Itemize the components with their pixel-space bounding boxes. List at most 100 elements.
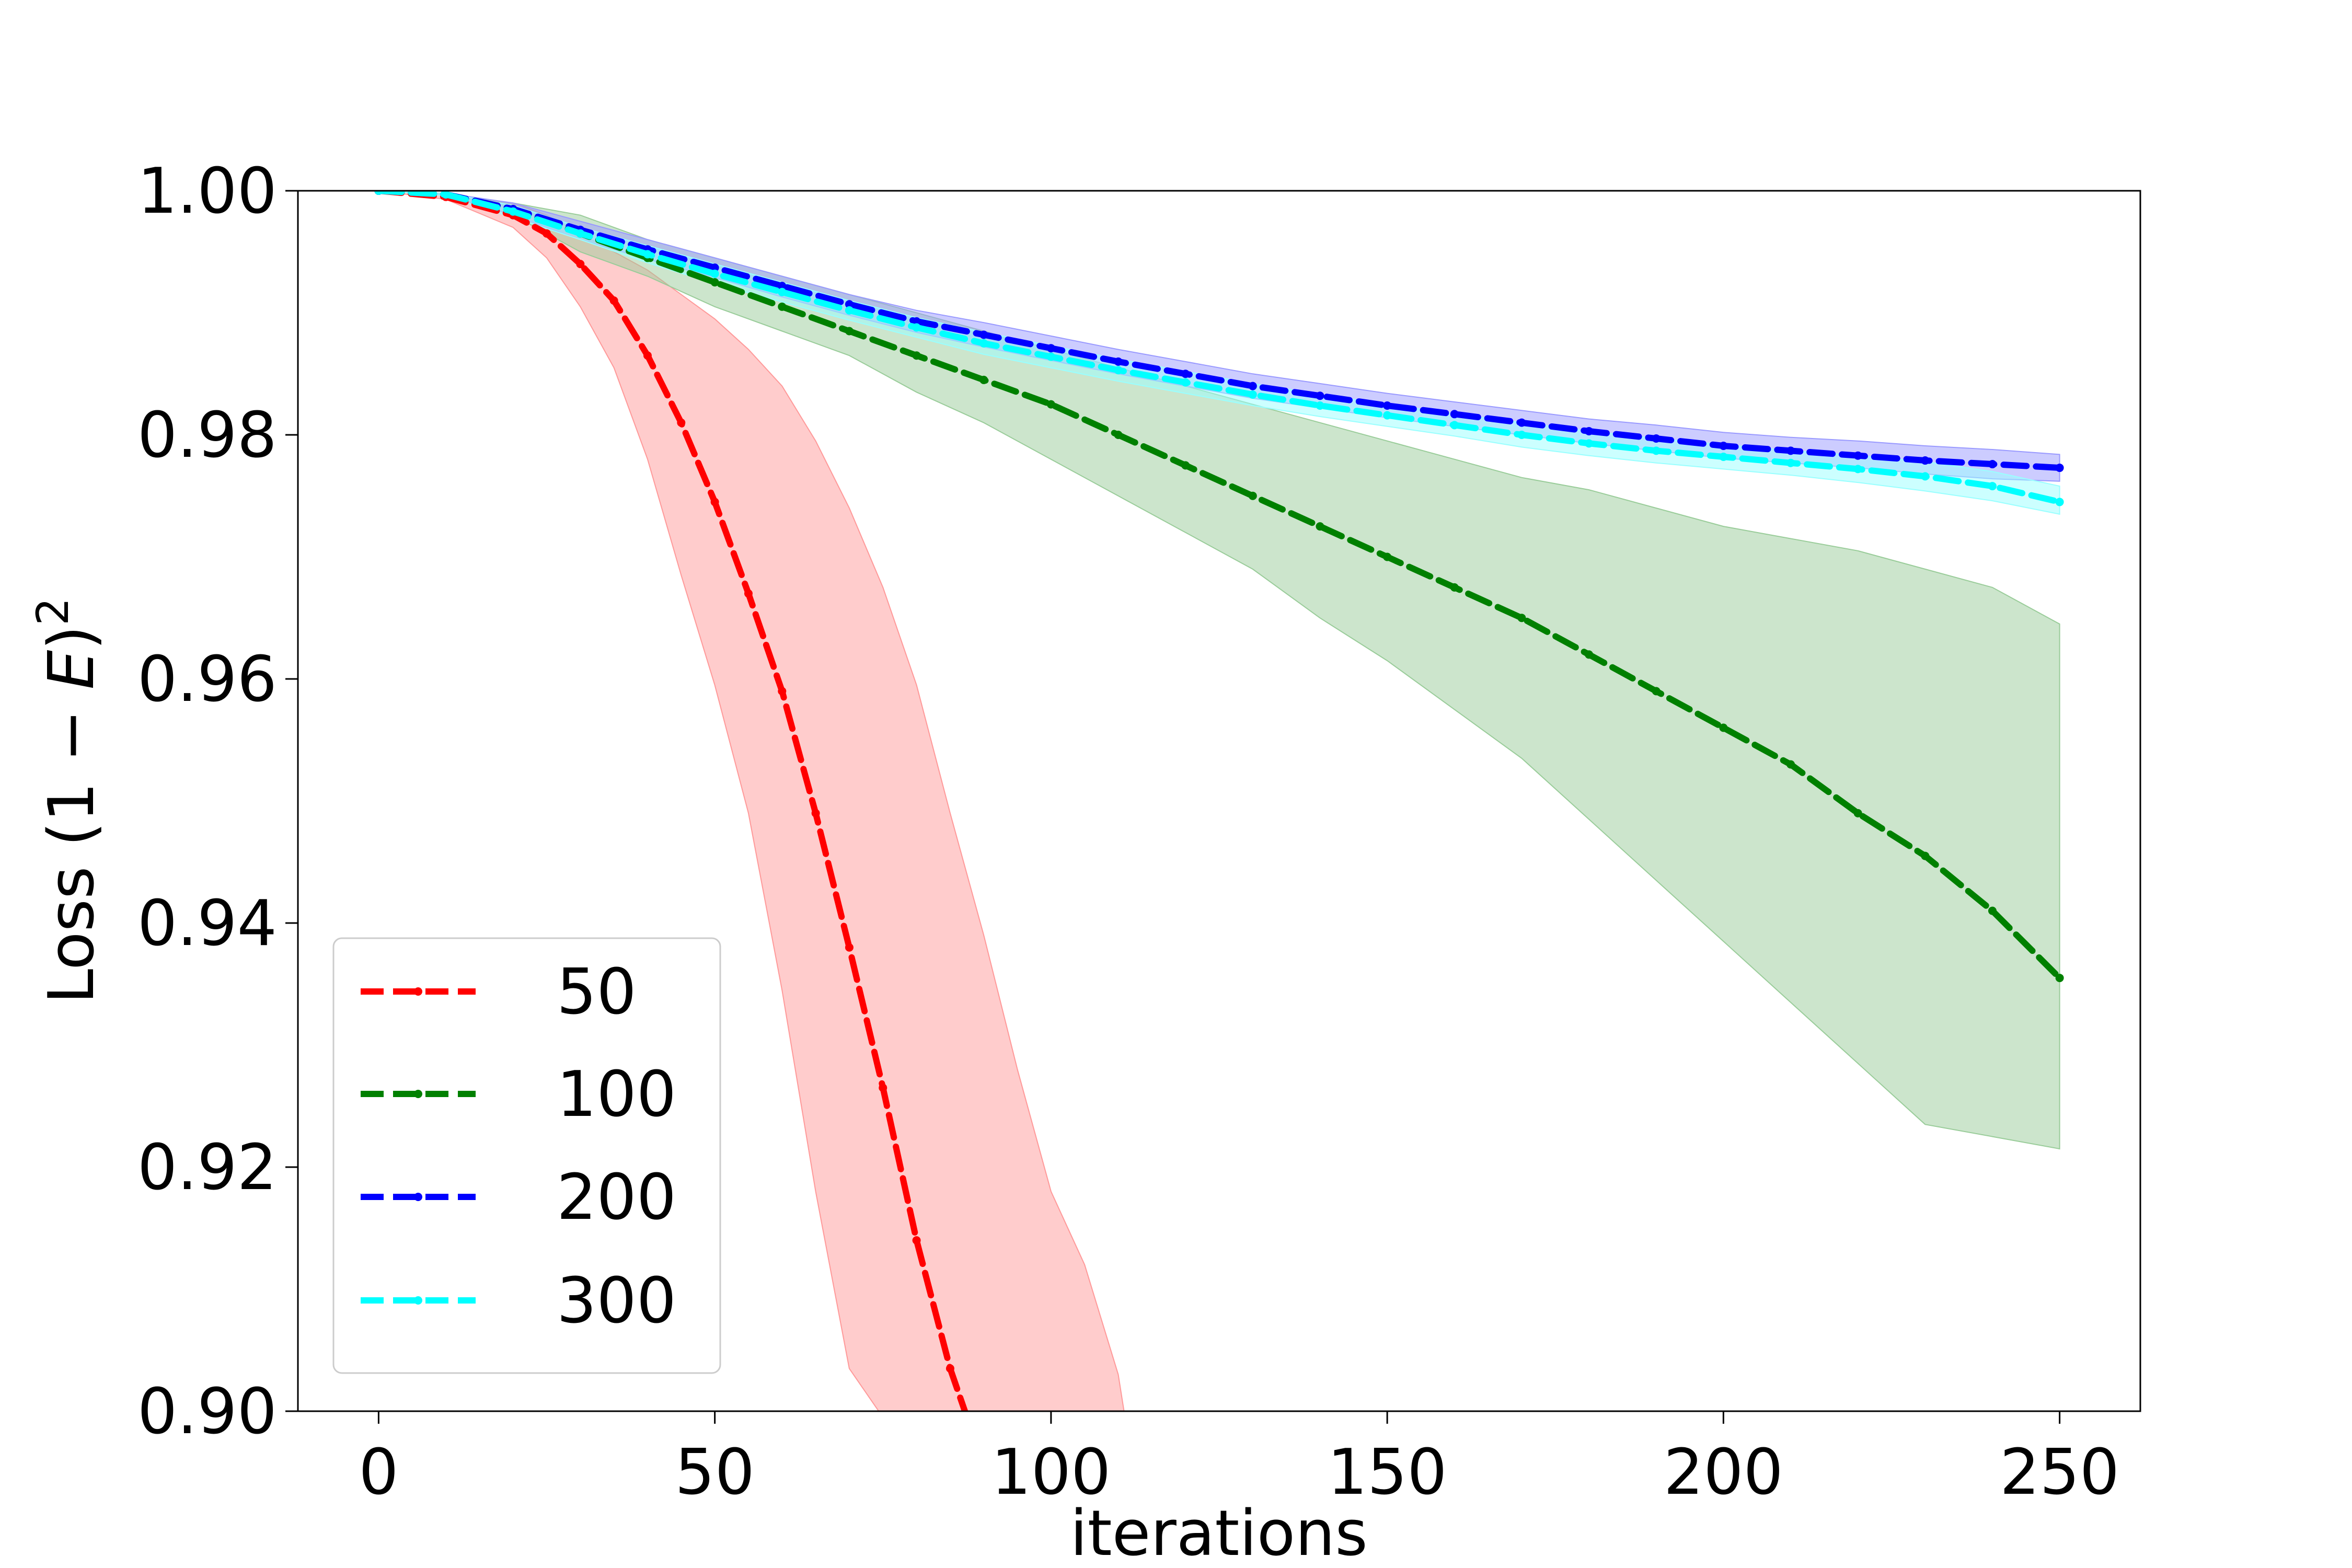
data-point [1114,366,1123,375]
data-point [1652,446,1661,455]
data-point [778,687,787,696]
data-point [1652,687,1661,696]
data-point [912,323,921,332]
y-axis-ticks: 0.90 0.92 0.94 0.96 0.98 1.00 [137,155,298,1448]
x-tick-label: 0 [359,1436,398,1509]
legend-entry-200: 200 [361,1161,676,1234]
data-point [1248,491,1257,500]
y-axis-title-prefix: Loss (1 − [36,689,108,1004]
data-point [845,300,854,309]
data-point [1719,723,1728,732]
data-point [1585,439,1594,448]
data-point [710,278,719,287]
plot-frame [297,190,2141,1412]
legend-label: 100 [557,1058,676,1131]
legend-label: 300 [557,1265,676,1338]
data-point [1114,431,1123,439]
x-tick-label: 250 [2000,1436,2119,1509]
legend-marker [414,987,422,996]
data-point [811,809,820,817]
x-axis-title: iterations [1070,1497,1367,1568]
data-point [1786,760,1795,769]
data-point [1450,421,1459,430]
data-point [778,302,787,311]
data-point [1248,382,1257,390]
data-point [1517,614,1526,622]
series-300 [374,191,2064,506]
x-tick-label: 100 [991,1436,1111,1509]
data-point [509,207,517,216]
data-point [1181,370,1190,378]
legend-marker [414,1296,422,1305]
data-point [1853,451,1862,460]
data-point [1719,442,1728,451]
data-point [2055,498,2064,506]
data-point [912,1236,921,1245]
series-line-100 [375,191,2063,982]
band-series-50 [378,191,1125,1411]
data-point [912,317,921,326]
legend-marker [414,1193,422,1201]
data-point [946,1364,954,1373]
data-point [1517,418,1526,427]
data-point [1652,434,1661,443]
data-point [1585,650,1594,659]
data-point [1517,431,1526,439]
data-point [576,229,585,238]
data-point [778,287,787,296]
data-point [543,229,551,238]
data-point [710,498,719,506]
data-point [1046,352,1055,361]
series-line-200 [375,191,2063,471]
data-point [1450,410,1459,419]
y-axis-title: Loss (1 − E)2 [27,597,108,1004]
data-point [1786,458,1795,467]
data-point [912,351,921,360]
data-point [1114,357,1123,366]
data-point [1988,460,1997,469]
data-point [979,339,988,348]
data-point [1383,411,1392,420]
data-point [1921,456,1930,465]
data-point [1585,426,1594,435]
data-point [576,260,585,269]
data-point [845,306,854,315]
data-point [1988,906,1997,915]
y-tick-label: 0.94 [137,887,277,960]
data-point [1181,461,1190,470]
data-point [609,296,618,305]
data-point [1853,465,1862,474]
data-point [710,269,719,278]
data-point [643,250,652,259]
data-point [1988,482,1997,491]
data-point [643,351,652,360]
legend-entry-50: 50 [361,956,637,1029]
data-point [1248,390,1257,399]
y-axis-title-suffix: ) [36,626,108,650]
data-point [1786,446,1795,455]
x-tick-label: 50 [675,1436,755,1509]
data-point [979,375,988,384]
data-point [374,191,383,195]
y-tick-label: 0.96 [137,643,277,716]
x-tick-label: 200 [1664,1436,1783,1509]
data-point [1046,400,1055,409]
y-tick-label: 1.00 [137,155,277,228]
legend-label: 50 [557,956,637,1029]
y-axis-title-var: E [36,650,108,689]
data-point [778,282,787,291]
data-point [1383,401,1392,410]
y-tick-label: 0.90 [137,1376,277,1448]
y-axis-title-exponent: 2 [27,597,78,625]
data-point [442,191,451,199]
data-point [1921,851,1930,860]
data-point [1046,344,1055,353]
x-tick-label: 150 [1328,1436,1447,1509]
data-point [1316,391,1324,400]
legend-marker [414,1090,422,1098]
data-point [2055,974,2064,983]
data-point [845,327,854,336]
data-point [710,263,719,272]
series-line-300 [375,191,2063,505]
